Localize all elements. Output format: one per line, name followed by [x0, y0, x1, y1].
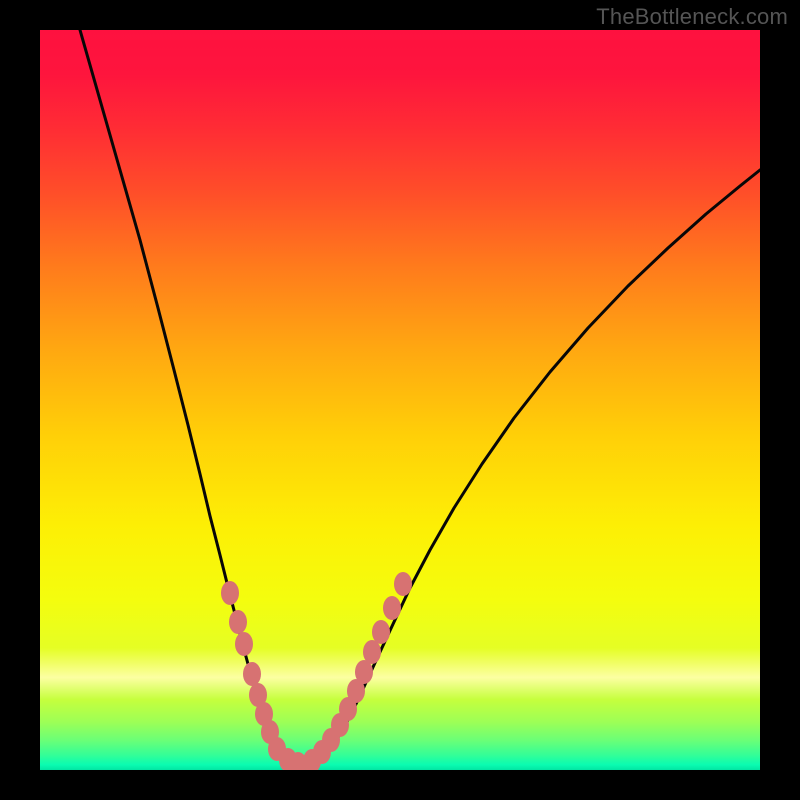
scatter-point — [372, 620, 390, 644]
watermark-text: TheBottleneck.com — [596, 4, 788, 30]
scatter-point — [363, 640, 381, 664]
scatter-point — [229, 610, 247, 634]
chart-frame: TheBottleneck.com — [0, 0, 800, 800]
scatter-point — [235, 632, 253, 656]
chart-svg — [40, 30, 760, 770]
scatter-point — [243, 662, 261, 686]
scatter-point — [383, 596, 401, 620]
chart-background — [40, 30, 760, 770]
plot-area — [40, 30, 760, 770]
scatter-point — [221, 581, 239, 605]
scatter-point — [394, 572, 412, 596]
